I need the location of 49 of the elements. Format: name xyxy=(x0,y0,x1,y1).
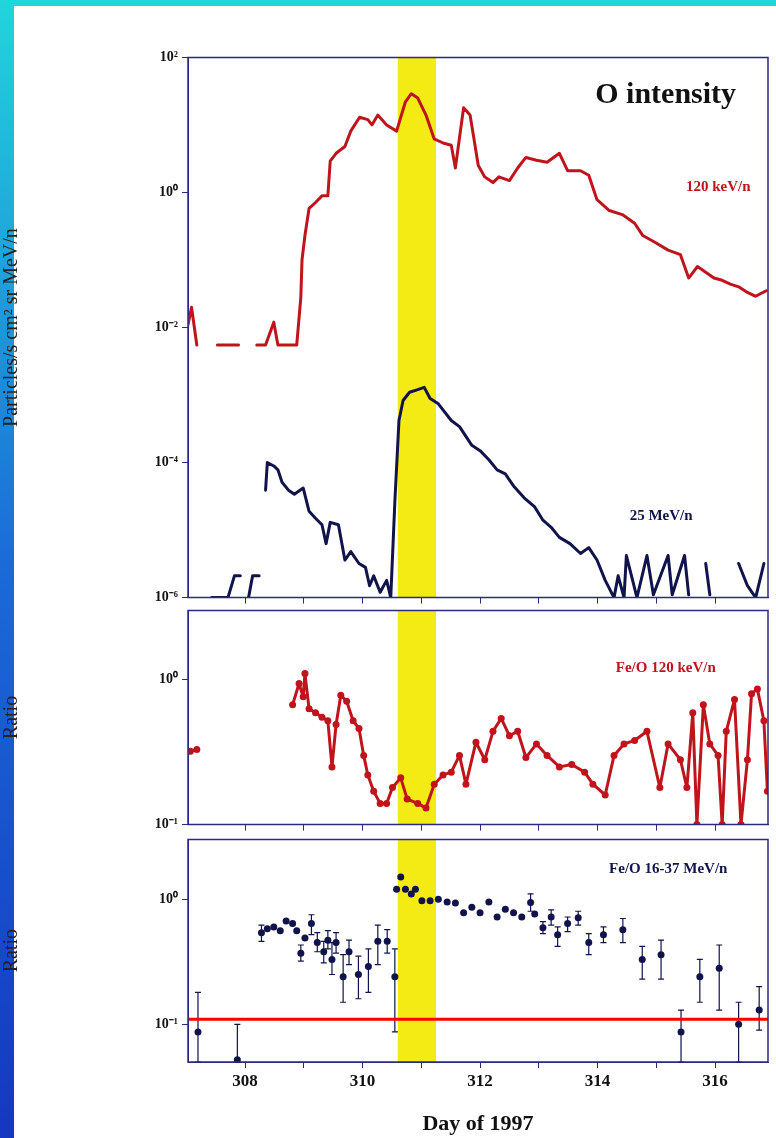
point xyxy=(443,898,451,906)
point xyxy=(426,897,434,905)
text: Fe/O 16-37 MeV/n xyxy=(609,860,729,877)
y-tick-label: 10⁻⁴ xyxy=(154,454,179,470)
point xyxy=(289,919,297,927)
x-tick-label: 314 xyxy=(584,1070,611,1090)
point xyxy=(263,925,271,933)
y-tick-label: 10⁰ xyxy=(159,670,178,687)
point xyxy=(270,923,278,931)
point xyxy=(418,897,426,905)
series-label: Fe/O 120 keV/n xyxy=(615,659,717,676)
point xyxy=(485,898,493,906)
y-tick-label: 10⁰ xyxy=(159,183,178,200)
y-axis-title: Particles/s cm² sr MeV/n xyxy=(0,228,22,427)
point xyxy=(397,873,405,881)
text: 120 keV/n xyxy=(686,177,752,194)
x-axis-title: Day of 1997 xyxy=(422,1110,534,1136)
y-axis-title: Ratio xyxy=(0,695,22,740)
y-tick-label: 10⁻¹ xyxy=(154,1015,178,1031)
y-tick-label: 10⁻¹ xyxy=(154,816,178,832)
point xyxy=(401,885,409,893)
point xyxy=(393,885,401,893)
y-tick-label: 10⁻² xyxy=(154,319,178,335)
point xyxy=(276,927,284,935)
x-tick-label: 308 xyxy=(232,1070,258,1090)
point xyxy=(460,909,468,917)
point xyxy=(476,909,484,917)
point xyxy=(301,934,309,942)
point xyxy=(434,895,442,903)
x-tick-label: 310 xyxy=(349,1070,376,1090)
text: 25 MeV/n xyxy=(629,507,694,524)
point xyxy=(518,913,526,921)
text: O intensity xyxy=(595,75,737,109)
point xyxy=(501,905,509,913)
point xyxy=(493,913,501,921)
y-tick-label: 10⁰ xyxy=(159,889,178,906)
point xyxy=(468,903,476,911)
y-tick-label: 10⁻⁶ xyxy=(154,589,178,605)
point xyxy=(531,910,539,918)
point xyxy=(282,917,290,925)
y-axis-title: Ratio xyxy=(0,929,22,973)
point xyxy=(510,909,518,917)
x-tick-label: 316 xyxy=(702,1070,728,1090)
point xyxy=(411,885,419,893)
y-tick-label: 10² xyxy=(159,49,178,65)
x-tick-label: 312 xyxy=(467,1070,493,1090)
point xyxy=(407,890,415,898)
point xyxy=(451,899,459,907)
point xyxy=(293,927,301,935)
